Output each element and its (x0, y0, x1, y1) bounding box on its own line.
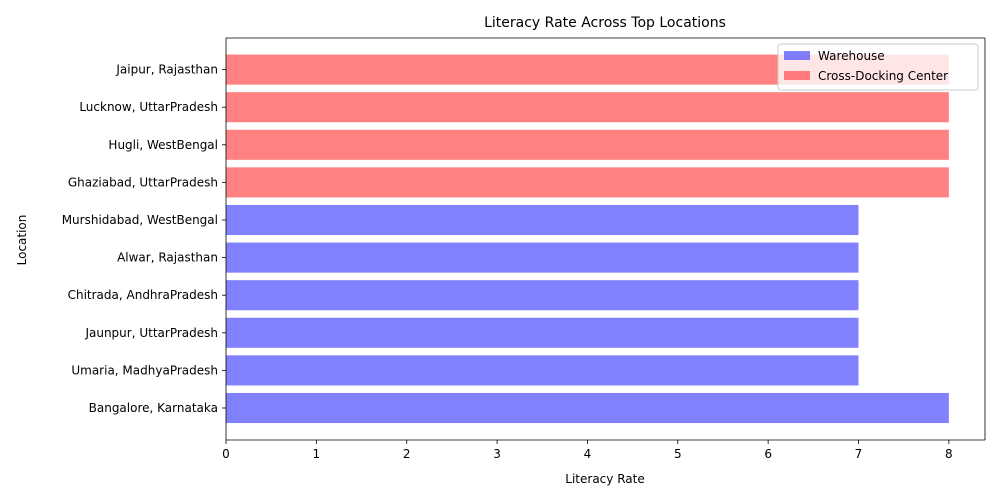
x-tick-label-1: 1 (313, 447, 321, 461)
y-tick-label-9: Jaipur, Rajasthan (115, 63, 218, 77)
bar-3 (226, 280, 859, 311)
y-tick-label-6: Ghaziabad, UttarPradesh (68, 175, 218, 189)
x-tick-label-8: 8 (945, 447, 953, 461)
x-tick-label-5: 5 (674, 447, 682, 461)
x-axis-label: Literacy Rate (565, 472, 644, 486)
x-tick-label-2: 2 (403, 447, 411, 461)
y-tick-label-2: Jaunpur, UttarPradesh (84, 326, 218, 340)
bar-6 (226, 167, 949, 198)
x-tick-label-3: 3 (493, 447, 501, 461)
y-tick-label-7: Hugli, WestBengal (108, 138, 218, 152)
y-tick-label-3: Chitrada, AndhraPradesh (68, 288, 218, 302)
bar-1 (226, 355, 859, 386)
x-tick-label-7: 7 (855, 447, 863, 461)
bar-0 (226, 392, 949, 424)
bar-7 (226, 129, 949, 160)
legend-swatch-1 (784, 71, 810, 80)
x-tick-label-4: 4 (584, 447, 592, 461)
y-tick-label-0: Bangalore, Karnataka (89, 401, 218, 415)
legend-label-1: Cross-Docking Center (818, 69, 948, 83)
bars-group (226, 54, 949, 424)
legend-swatch-0 (784, 51, 810, 60)
bar-4 (226, 242, 859, 273)
y-ticks-group: Bangalore, Karnataka Umaria, MadhyaPrades… (62, 63, 226, 415)
legend-box (777, 43, 979, 91)
y-tick-label-5: Murshidabad, WestBengal (62, 213, 218, 227)
bar-5 (226, 204, 859, 236)
legend: Warehouse Cross-Docking Center (777, 43, 979, 91)
x-tick-label-0: 0 (222, 447, 230, 461)
legend-label-0: Warehouse (818, 49, 885, 63)
y-tick-label-8: Lucknow, UttarPradesh (79, 100, 218, 114)
y-axis-label: Location (15, 215, 29, 266)
bar-2 (226, 317, 859, 348)
bar-8 (226, 92, 949, 123)
x-tick-label-6: 6 (764, 447, 772, 461)
chart-title: Literacy Rate Across Top Locations (484, 15, 726, 31)
x-ticks-group: 0 1 2 3 4 5 6 7 8 (222, 440, 953, 461)
y-tick-label-4: Alwar, Rajasthan (117, 251, 218, 265)
y-tick-label-1: Umaria, MadhyaPradesh (71, 363, 218, 377)
